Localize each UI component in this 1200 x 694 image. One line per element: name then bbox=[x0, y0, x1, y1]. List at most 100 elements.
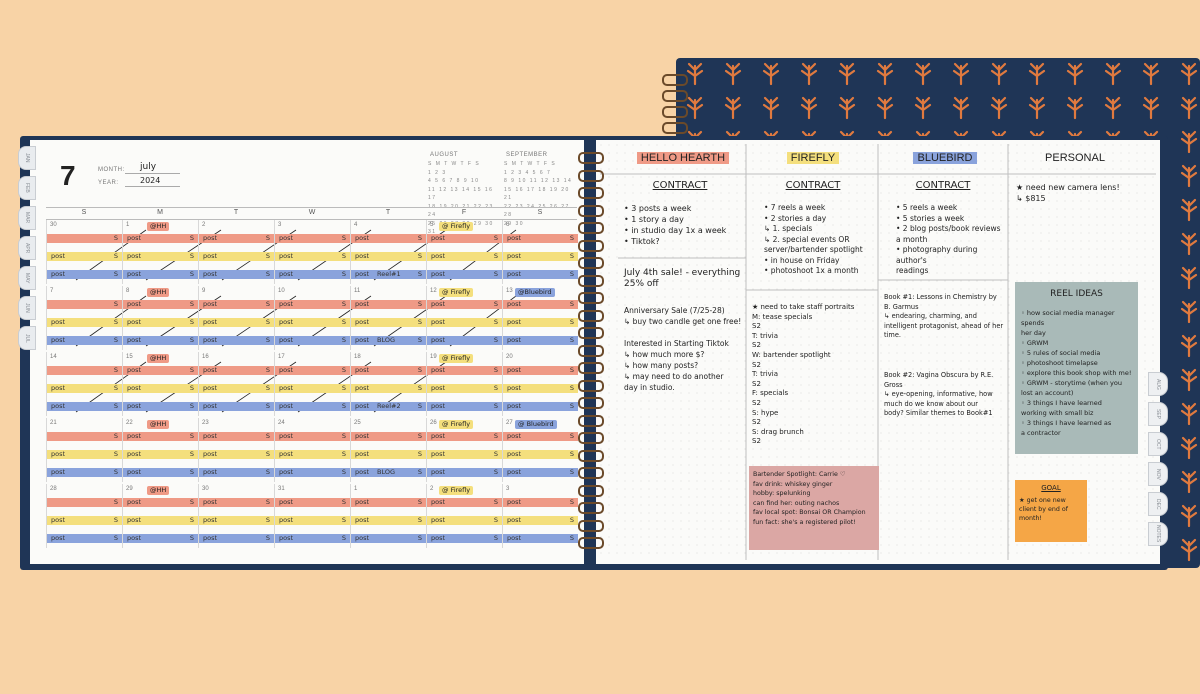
month-tab-aug[interactable]: AUG bbox=[1148, 372, 1168, 396]
post-mark: post bbox=[355, 366, 370, 374]
coil-ring bbox=[578, 187, 604, 199]
story-mark: S bbox=[341, 252, 346, 260]
month-tab-feb[interactable]: FEB bbox=[18, 176, 36, 200]
post-mark: post bbox=[127, 252, 142, 260]
story-mark: S bbox=[189, 234, 194, 242]
story-mark: S bbox=[189, 252, 194, 260]
story-mark: S bbox=[493, 318, 498, 326]
story-mark: S bbox=[417, 468, 422, 476]
firefly-stripe: post S bbox=[47, 450, 122, 459]
post-mark: post bbox=[127, 516, 142, 524]
hello-hearth-stripe: post S bbox=[123, 234, 198, 243]
month-tab-sep[interactable]: SEP bbox=[1148, 402, 1168, 426]
post-mark: post bbox=[431, 234, 446, 242]
bluebird-stripe: post S bbox=[351, 534, 426, 543]
story-mark: S bbox=[113, 516, 118, 524]
month-tab-jan[interactable]: JAN bbox=[18, 146, 36, 170]
bluebird-stripe: post S bbox=[427, 402, 502, 411]
month-tab-jun[interactable]: JUN bbox=[18, 296, 36, 320]
day-number: 3 bbox=[506, 486, 510, 492]
story-mark: S bbox=[417, 366, 422, 374]
story-mark: S bbox=[417, 450, 422, 458]
bluebird-stripe: post S bbox=[275, 270, 350, 279]
bluebird-stripe: post S bbox=[275, 336, 350, 345]
story-mark: S bbox=[189, 384, 194, 392]
story-mark: S bbox=[189, 498, 194, 506]
client-tag: @ Firefly bbox=[439, 354, 474, 363]
hh-tiktok-note: Interested in Starting Tiktok ↳ how much… bbox=[624, 339, 729, 392]
month-tab-apr[interactable]: APR bbox=[18, 236, 36, 260]
coil-ring bbox=[578, 502, 604, 514]
ff-sticky-text: Bartender Spotlight: Carrie ♡ fav drink:… bbox=[753, 471, 866, 526]
hello-hearth-stripe: post S bbox=[199, 432, 274, 441]
hello-hearth-stripe: S bbox=[47, 234, 122, 243]
month-tab-dec[interactable]: DEC bbox=[1148, 492, 1168, 516]
month-tab-notes[interactable]: NOTES bbox=[1148, 522, 1168, 546]
ff-bartender-sticky: Bartender Spotlight: Carrie ♡ fav drink:… bbox=[749, 466, 879, 550]
year-line bbox=[125, 186, 180, 187]
month-tab-oct[interactable]: OCT bbox=[1148, 432, 1168, 456]
month-tab-nov[interactable]: NOV bbox=[1148, 462, 1168, 486]
hello-hearth-stripe: post S bbox=[199, 234, 274, 243]
hello-hearth-stripe: post S bbox=[275, 366, 350, 375]
day-number: 8 bbox=[126, 288, 130, 294]
story-mark: S bbox=[113, 384, 118, 392]
day-number: 29 bbox=[126, 486, 133, 492]
month-tab-jul[interactable]: JUL bbox=[18, 326, 36, 350]
story-mark: S bbox=[189, 432, 194, 440]
hello-hearth-stripe: post S bbox=[503, 300, 578, 309]
month-tab-may[interactable]: MAY bbox=[18, 266, 36, 290]
post-mark: post bbox=[51, 270, 66, 278]
firefly-stripe: post S bbox=[47, 516, 122, 525]
month-tab-mar[interactable]: MAR bbox=[18, 206, 36, 230]
post-mark: post bbox=[127, 534, 142, 542]
bluebird-stripe: post S bbox=[47, 336, 122, 345]
firefly-stripe: post S bbox=[427, 252, 502, 261]
firefly-stripe: post S bbox=[503, 318, 578, 327]
column-header-personal: PERSONAL bbox=[1010, 152, 1140, 164]
client-tag: @HH bbox=[147, 420, 170, 429]
hello-hearth-stripe: post S bbox=[503, 366, 578, 375]
blog-mark: BLOG bbox=[377, 336, 396, 344]
post-mark: post bbox=[355, 300, 370, 308]
post-mark: post bbox=[431, 516, 446, 524]
bluebird-stripe: post S bbox=[199, 402, 274, 411]
day-number: 19 bbox=[430, 354, 437, 360]
bluebird-stripe: post S bbox=[275, 534, 350, 543]
